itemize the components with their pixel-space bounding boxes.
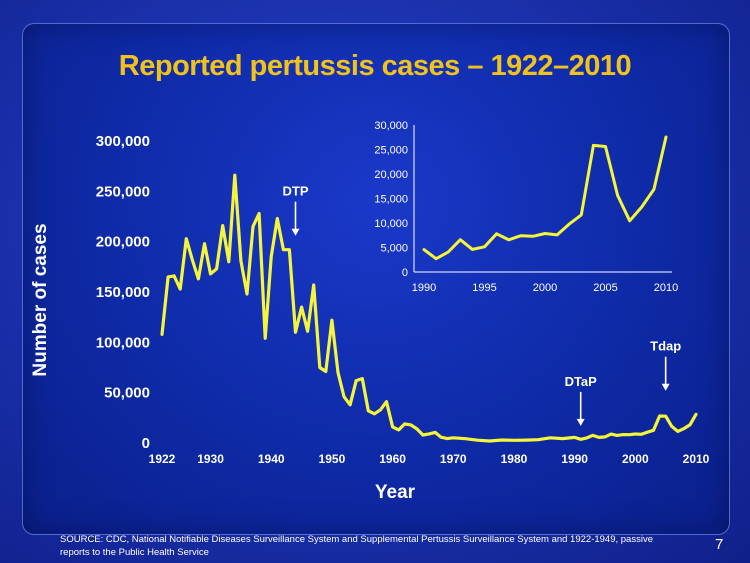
x-tick-label: 1940 [258, 452, 285, 466]
inset-x-tick-label: 2000 [533, 282, 557, 294]
slide-title: Reported pertussis cases – 1922–2010 [118, 50, 632, 82]
inset-x-tick-label: 2005 [593, 282, 617, 294]
cases-line [160, 173, 698, 443]
y-tick-label: 100,000 [96, 334, 150, 351]
inset-y-tick-label: 15,000 [374, 194, 408, 206]
inset-y-tick-label: 5,000 [380, 243, 408, 255]
x-axis-title: Year [375, 482, 416, 503]
x-tick-label: 1990 [561, 452, 588, 466]
inset-y-tick-label: 25,000 [374, 145, 408, 157]
inset-y-tick-label: 10,000 [374, 218, 408, 230]
y-tick-label: 50,000 [104, 385, 150, 402]
y-tick-label: 0 [142, 435, 150, 452]
y-tick-label: 200,000 [96, 234, 150, 251]
annotation-label: DTP [283, 184, 309, 199]
annotation-arrowhead [576, 418, 585, 426]
x-tick-label: 2010 [683, 452, 710, 466]
x-tick-label: 1960 [379, 452, 406, 466]
source-note: SOURCE: CDC, National Notifiable Disease… [60, 534, 653, 558]
main-axes: 0 50,000 100,000 150,000 200,000 250,000 300,0… [30, 133, 710, 503]
x-tick-label: 1950 [319, 452, 346, 466]
y-tick-label: 250,000 [96, 183, 150, 200]
y-tick-label: 150,000 [96, 284, 150, 301]
inset-x-tick-label: 2010 [654, 282, 678, 294]
y-tick-label: 300,000 [96, 133, 150, 150]
x-tick-label: 1922 [149, 452, 176, 466]
annotation-label: DTaP [565, 374, 598, 389]
inset-y-tick-label: 0 [402, 267, 408, 279]
inset-x-tick-label: 1995 [472, 282, 496, 294]
annotation-label: Tdap [650, 339, 681, 354]
x-tick-label: 2000 [622, 452, 649, 466]
inset-chart: 0 5,000 10,000 15,000 20,000 25,000 30,000 1990… [374, 120, 678, 294]
page-number: 7 [715, 536, 724, 553]
x-tick-label: 1930 [197, 452, 224, 466]
annotation-arrowhead [291, 228, 300, 236]
main-series [160, 173, 698, 443]
inset-x-tick-label: 1990 [412, 282, 436, 294]
x-tick-label: 1970 [440, 452, 467, 466]
inset-y-tick-label: 20,000 [374, 169, 408, 181]
y-axis-title: Number of cases [30, 223, 51, 376]
annotations: DTP DTaP Tdap [283, 184, 681, 426]
inset-cases-line [422, 135, 668, 261]
content-panel [22, 23, 730, 535]
annotation-arrowhead [661, 383, 670, 391]
inset-y-tick-label: 30,000 [374, 120, 408, 132]
x-tick-label: 1980 [501, 452, 528, 466]
